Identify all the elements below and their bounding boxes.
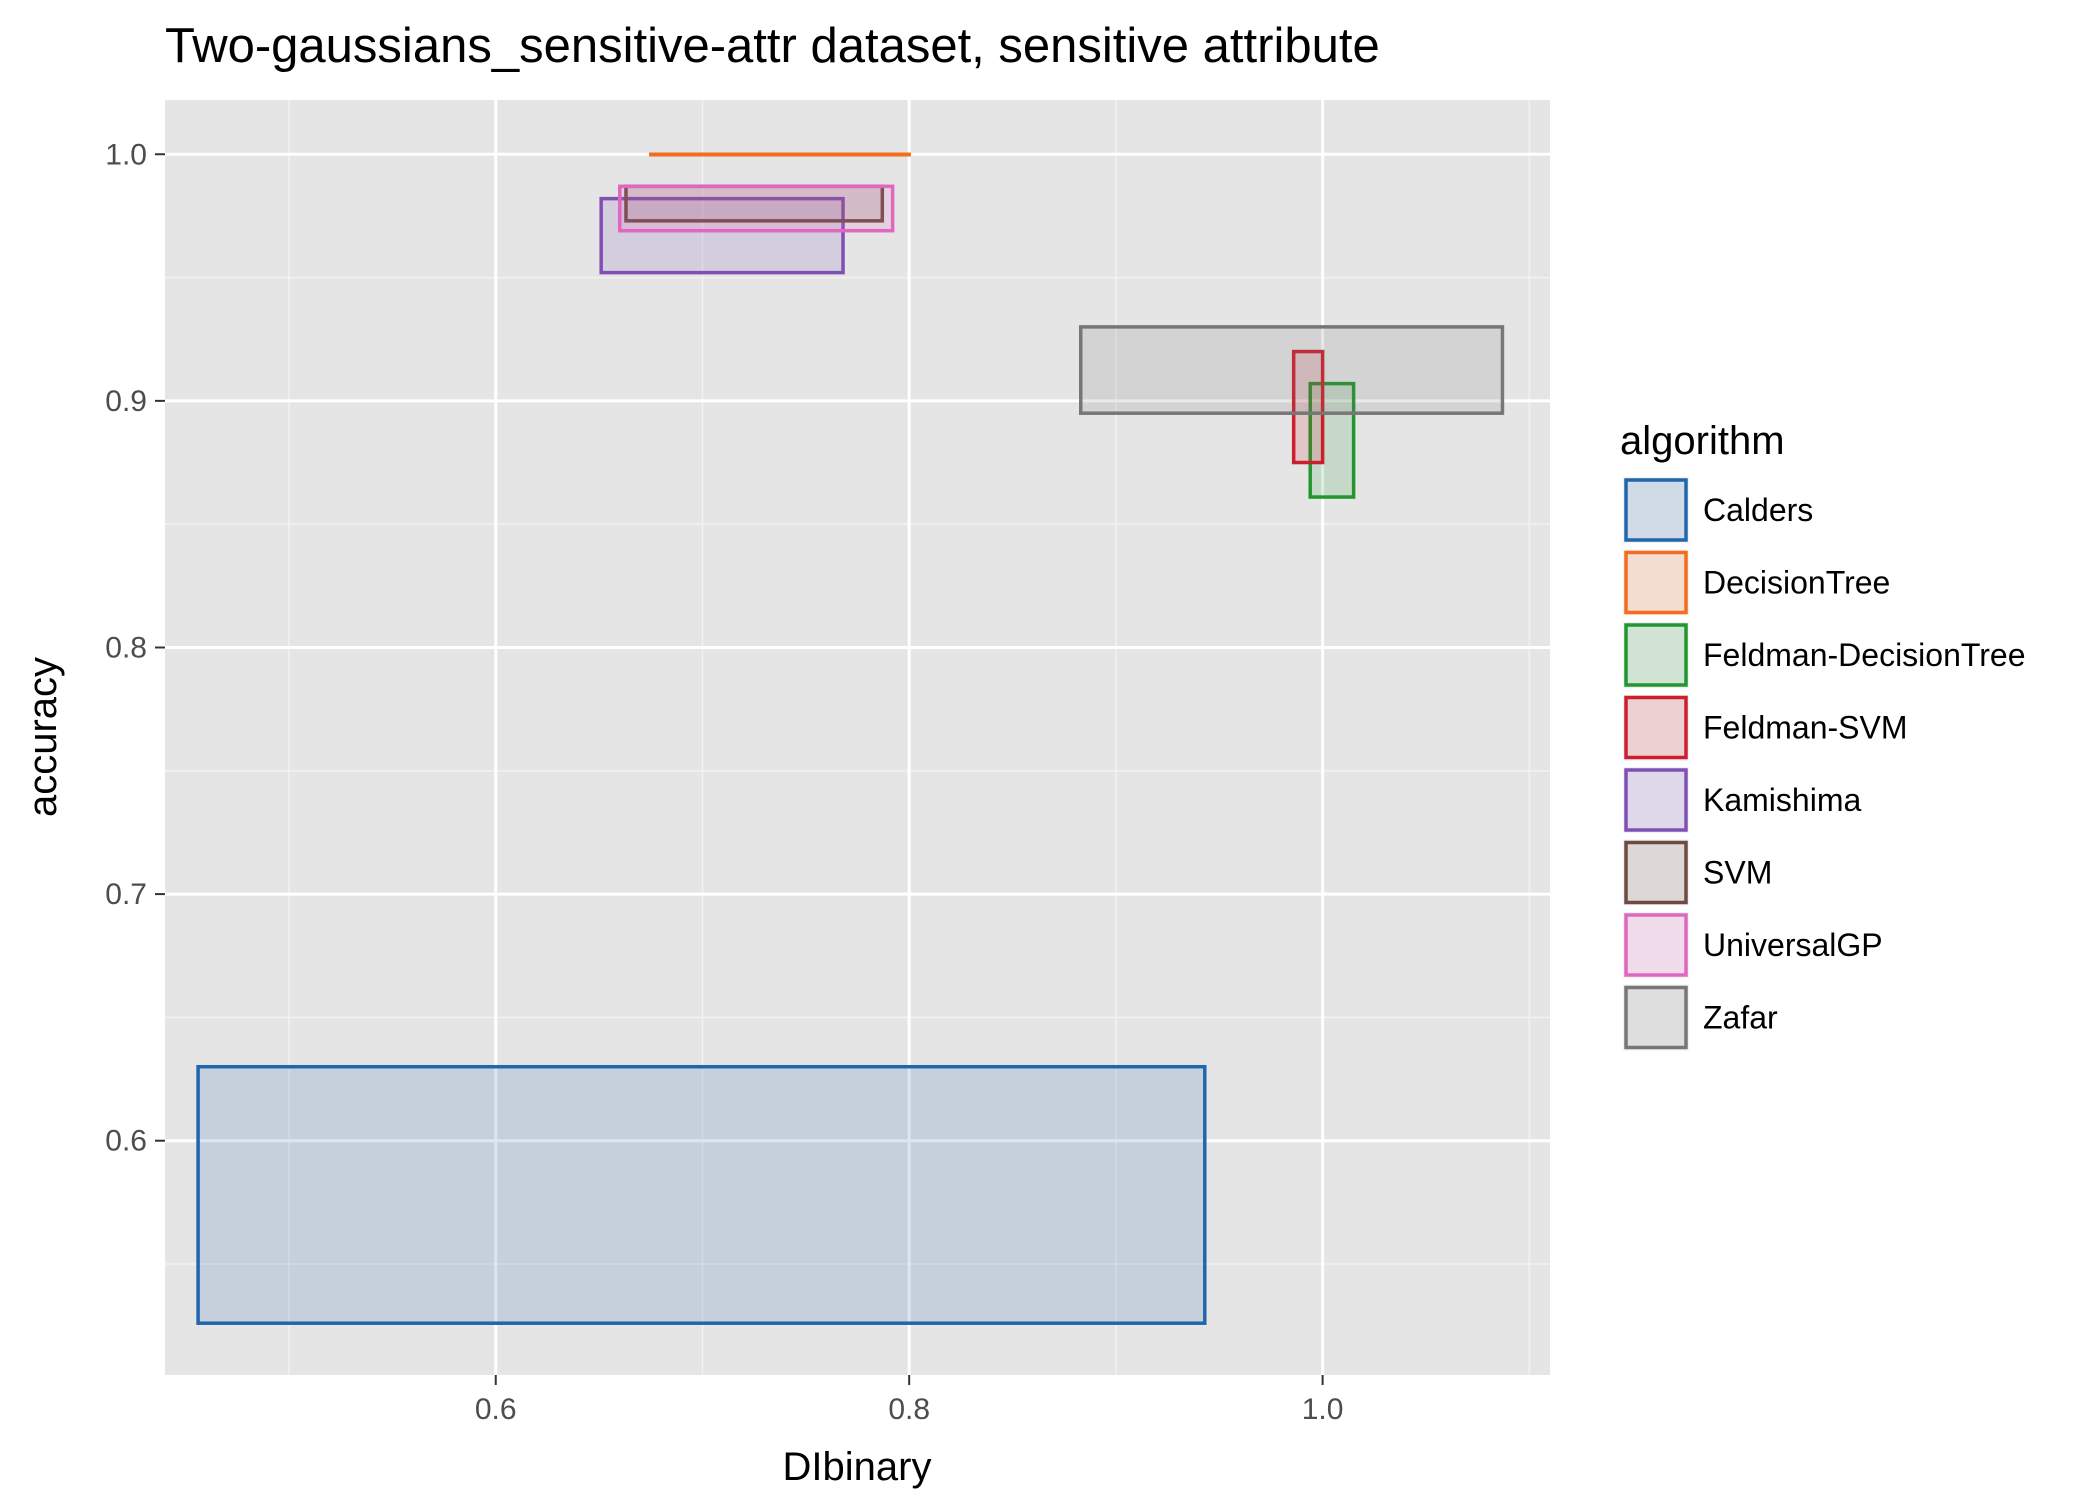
legend-key-feldman-decisiontree: [1624, 623, 1688, 687]
legend-key-svm: [1624, 840, 1688, 905]
legend-key-bg: [1623, 767, 1689, 833]
x-tick-label: 1.0: [1302, 1393, 1344, 1426]
legend-label-universalgp: UniversalGP: [1703, 927, 1883, 963]
chart-title: Two-gaussians_sensitive-attr dataset, se…: [165, 19, 1380, 73]
box-feldman-decisiontree: [1308, 381, 1356, 499]
box-decisiontree: [649, 152, 911, 157]
plot-panel: [165, 100, 1550, 1375]
box-kamishima: [599, 196, 845, 275]
box-svm: [624, 184, 885, 223]
y-tick-label: 0.8: [105, 631, 147, 664]
legend-key-zafar: [1624, 985, 1688, 1050]
grid-minor: [165, 100, 1550, 1375]
y-axis: 0.6 0.7 0.8 0.9 1.0: [105, 138, 165, 1158]
grid-major: [165, 100, 1550, 1375]
y-tick-label: 0.9: [105, 385, 147, 418]
y-tick-label: 0.6: [105, 1125, 147, 1158]
legend-key-bg: [1623, 549, 1689, 616]
legend-key-decisiontree: [1624, 550, 1688, 615]
x-axis-title: DIbinary: [783, 1445, 932, 1489]
legend-key-bg: [1623, 694, 1689, 761]
legend-key-feldman-svm: [1624, 695, 1688, 760]
legend-label-feldman-decisiontree: Feldman-DecisionTree: [1703, 637, 2025, 673]
legend-label-svm: SVM: [1703, 855, 1772, 891]
x-tick-label: 0.6: [475, 1393, 517, 1426]
legend-key-bg: [1623, 622, 1689, 688]
box-feldman-svm: [1291, 349, 1325, 465]
legend-key-universalgp: [1624, 913, 1688, 977]
legend-key-bg: [1623, 984, 1689, 1051]
legend-label-calders: Calders: [1703, 492, 1813, 528]
legend-label-kamishima: Kamishima: [1703, 782, 1861, 818]
legend-label-zafar: Zafar: [1703, 1000, 1778, 1036]
legend-label-decisiontree: DecisionTree: [1703, 565, 1890, 601]
box-universalgp: [618, 184, 895, 233]
box-zafar: [1079, 325, 1505, 415]
y-tick-label: 1.0: [105, 138, 147, 171]
data-boxes: [196, 152, 1505, 1325]
legend-key-calders: [1624, 478, 1688, 542]
y-tick-label: 0.7: [105, 878, 147, 911]
legend-title: algorithm: [1620, 419, 1785, 463]
legend-key-bg: [1623, 477, 1689, 543]
legend-key-kamishima: [1624, 768, 1688, 832]
legend-label-feldman-svm: Feldman-SVM: [1703, 710, 1908, 746]
box-calders: [196, 1064, 1207, 1325]
x-axis: 0.6 0.8 1.0: [475, 1375, 1344, 1426]
y-axis-title: accuracy: [21, 657, 65, 817]
legend-key-bg: [1623, 839, 1689, 906]
legend: algorithm Calders DecisionTree Feldman-Dec…: [1620, 419, 2025, 1051]
x-tick-label: 0.8: [888, 1393, 930, 1426]
legend-key-bg: [1623, 912, 1689, 978]
